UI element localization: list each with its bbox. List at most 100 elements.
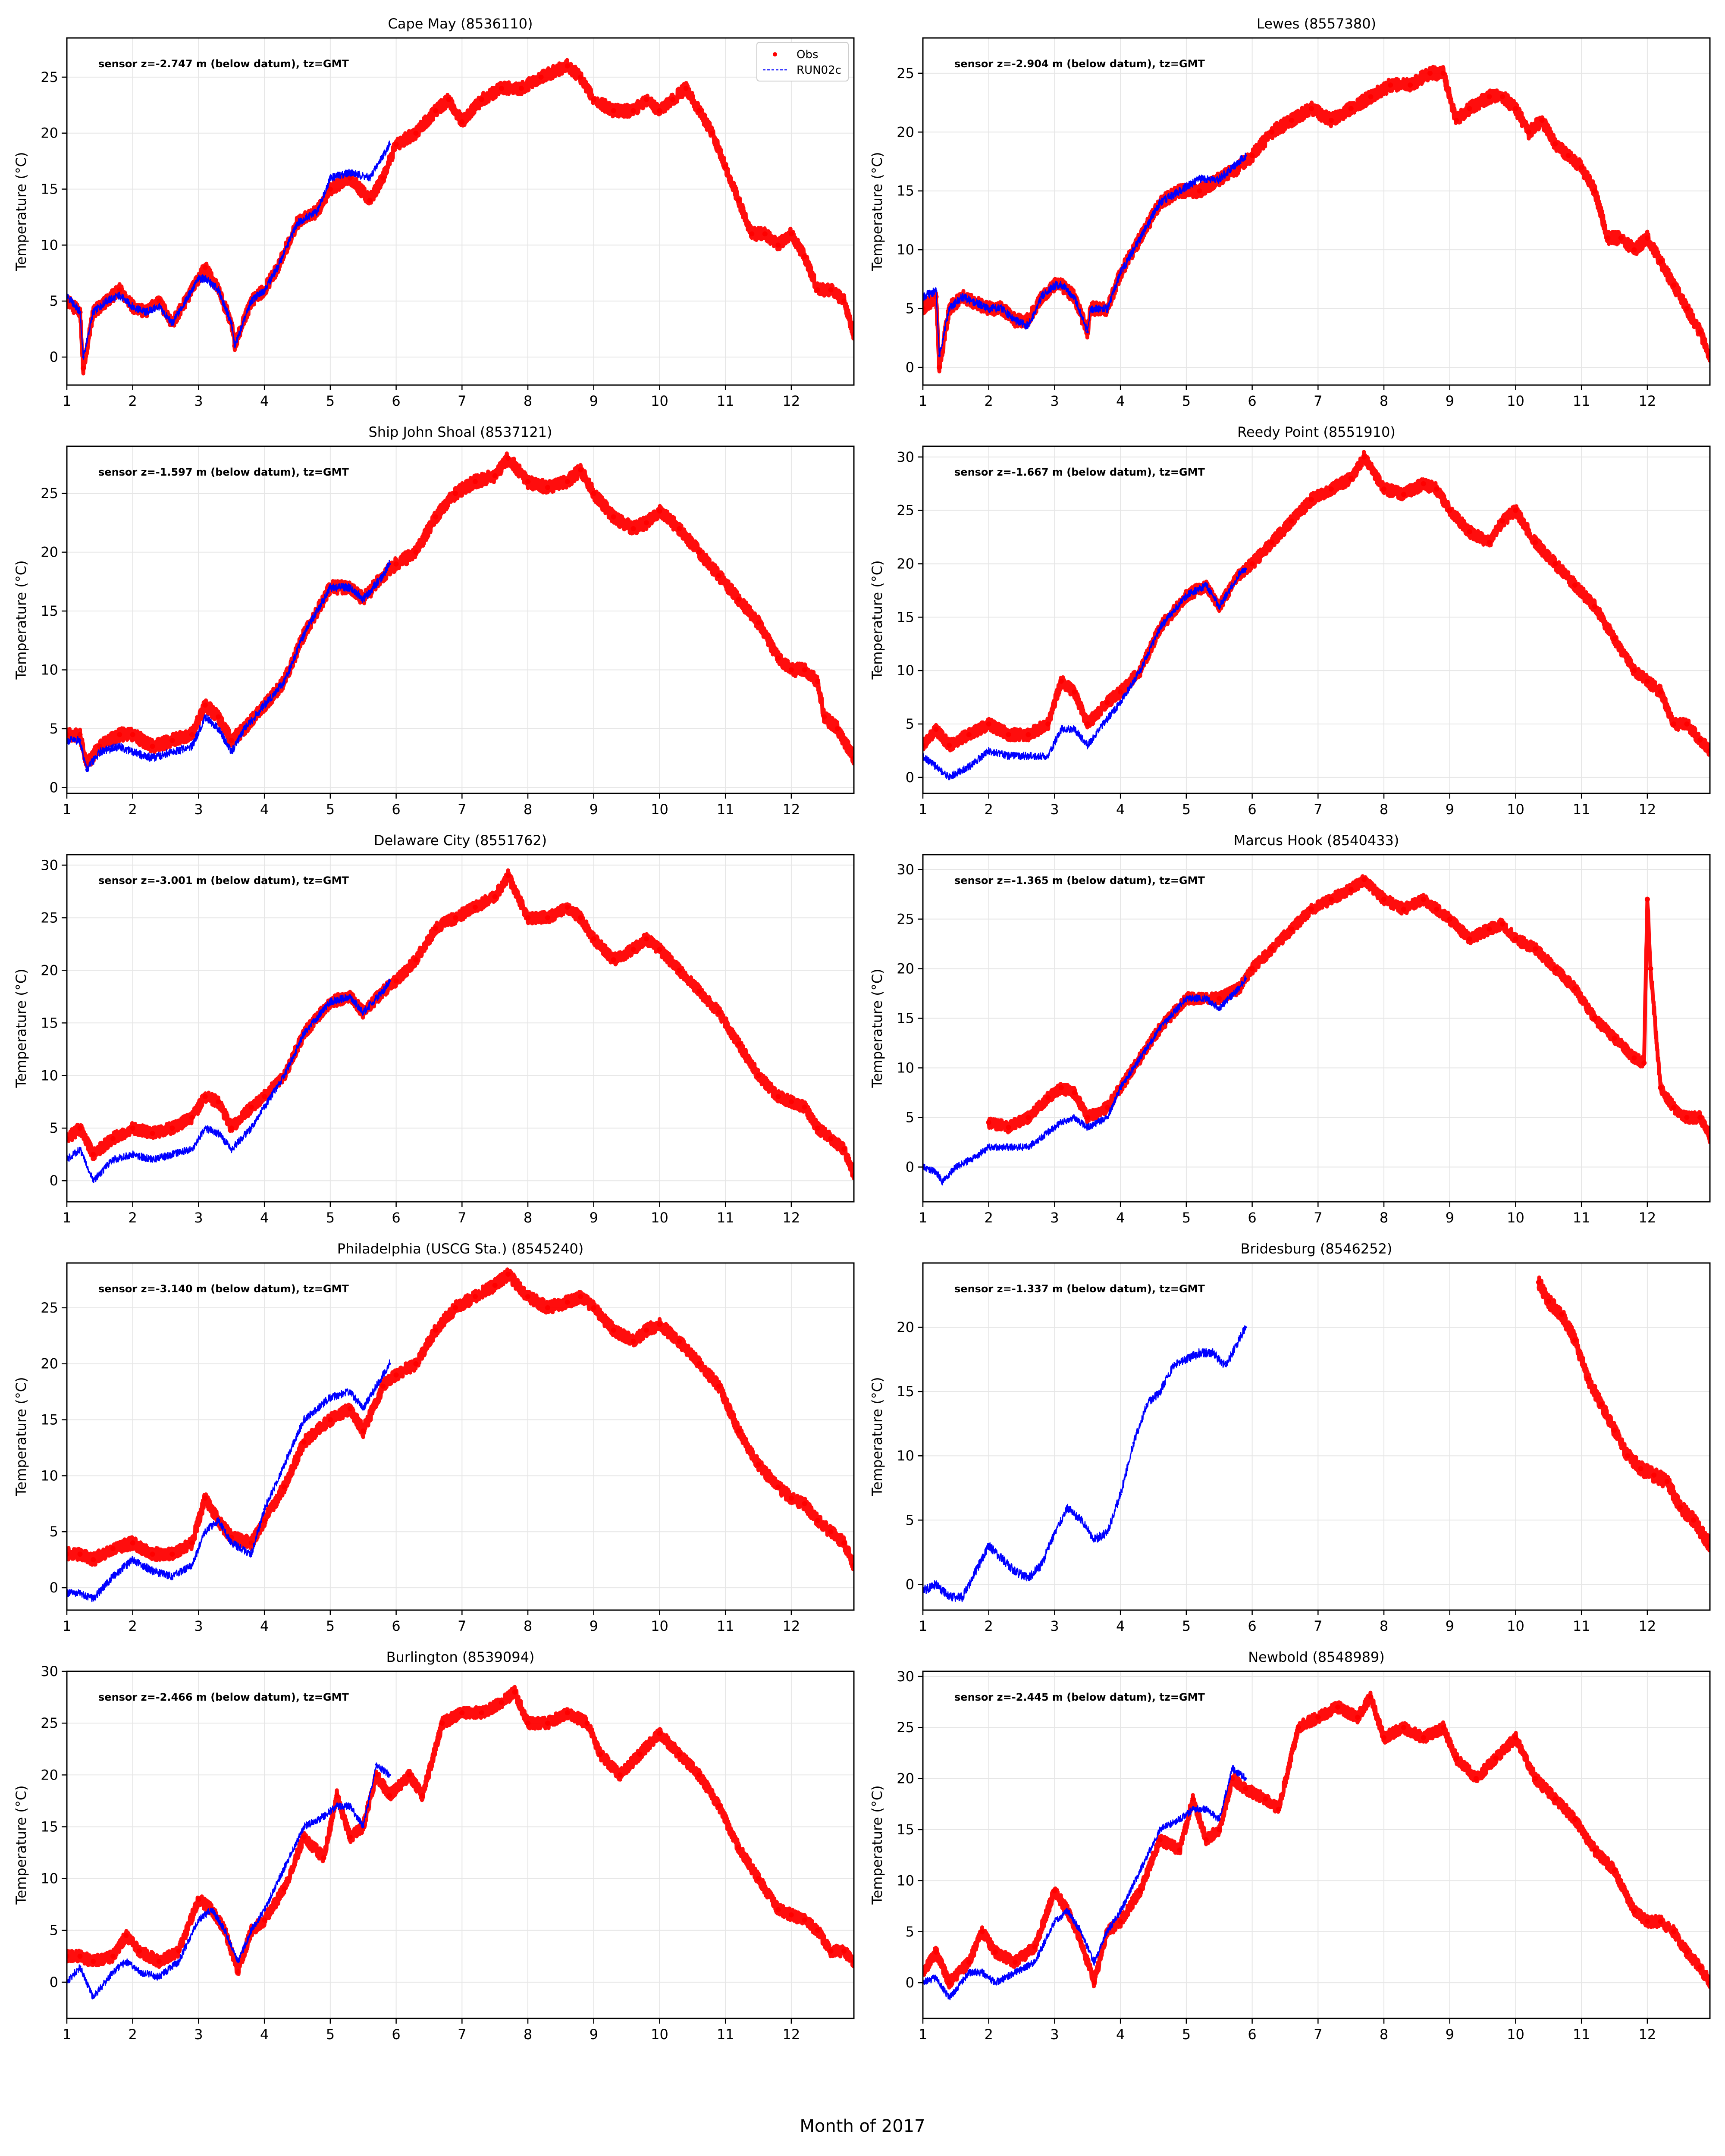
data-point-obs — [1045, 721, 1051, 727]
data-point-obs — [565, 63, 570, 69]
data-point-obs — [169, 1125, 175, 1131]
data-point-obs — [393, 561, 399, 567]
data-point-obs — [1533, 1776, 1538, 1781]
data-point-model — [368, 176, 371, 179]
data-point-obs — [1658, 689, 1663, 695]
data-point-obs — [77, 732, 83, 737]
data-point-model — [1218, 1818, 1221, 1821]
y-tick-label: 5 — [50, 1120, 58, 1136]
data-point-model — [974, 1156, 977, 1159]
x-tick-label: 9 — [590, 393, 598, 409]
y-tick-label: 25 — [897, 502, 914, 519]
data-point-model — [263, 288, 266, 291]
data-point-obs — [1421, 1735, 1426, 1740]
data-point-obs — [643, 1327, 649, 1333]
data-point-obs — [110, 1136, 116, 1141]
data-point-obs — [439, 1720, 445, 1726]
y-tick-label: 25 — [897, 65, 914, 81]
sensor-note: sensor z=-3.140 m (below datum), tz=GMT — [98, 1283, 349, 1295]
data-point-obs — [1651, 1472, 1657, 1478]
data-point-obs — [499, 1700, 504, 1705]
data-point-model — [204, 277, 207, 280]
data-point-model — [283, 680, 285, 683]
data-point-model — [125, 1960, 128, 1963]
x-tick-label: 7 — [458, 801, 466, 818]
sensor-note: sensor z=-2.466 m (below datum), tz=GMT — [98, 1691, 349, 1703]
x-tick-label: 4 — [1116, 1210, 1125, 1226]
panel-title: Delaware City (8551762) — [374, 832, 547, 849]
data-point-model — [92, 1179, 95, 1182]
data-point-obs — [828, 1529, 834, 1535]
data-point-model — [223, 1929, 226, 1932]
y-tick-label: 30 — [41, 1663, 58, 1680]
data-point-obs — [630, 108, 636, 113]
data-point-obs — [262, 1094, 267, 1100]
x-tick-label: 3 — [1050, 801, 1059, 818]
x-tick-label: 1 — [919, 1618, 927, 1634]
data-point-obs — [77, 1125, 83, 1131]
data-point-obs — [716, 1803, 721, 1809]
data-point-obs — [1454, 118, 1459, 123]
x-tick-label: 3 — [1050, 1210, 1059, 1226]
data-point-obs — [611, 108, 616, 113]
data-point-obs — [1641, 1060, 1647, 1065]
data-point-obs — [202, 702, 208, 708]
x-tick-label: 2 — [985, 2026, 993, 2043]
data-point-model — [1106, 717, 1109, 720]
data-point-obs — [262, 1518, 267, 1523]
data-point-obs — [630, 946, 636, 952]
data-point-obs — [1348, 887, 1354, 892]
data-point-obs — [1644, 1919, 1650, 1924]
data-point-model — [1093, 1961, 1096, 1964]
data-point-obs — [110, 1953, 116, 1959]
data-point-obs — [327, 186, 333, 192]
data-point-obs — [459, 1710, 465, 1716]
data-point-obs — [380, 175, 386, 181]
data-point-obs — [433, 108, 439, 113]
data-point-obs — [1697, 1115, 1703, 1120]
data-point-obs — [683, 85, 689, 91]
axes-frame — [922, 854, 1711, 1203]
axes-frame — [66, 854, 855, 1203]
sensor-note: sensor z=-1.365 m (below datum), tz=GMT — [954, 874, 1205, 887]
x-tick-label: 8 — [524, 2026, 532, 2043]
data-point-model — [131, 1558, 134, 1561]
data-point-obs — [334, 1793, 340, 1799]
data-point-obs — [565, 905, 570, 910]
data-point-obs — [156, 1959, 162, 1964]
data-point-obs — [822, 714, 827, 720]
data-point-obs — [802, 667, 807, 673]
data-point-obs — [802, 1104, 807, 1110]
data-point-obs — [169, 738, 175, 743]
data-point-obs — [1487, 926, 1492, 932]
data-point-model — [276, 266, 279, 269]
data-point-obs — [505, 455, 511, 461]
y-tick-label: 0 — [50, 1172, 58, 1189]
y-tick-label: 15 — [897, 1010, 914, 1027]
data-point-obs — [775, 1907, 781, 1912]
data-point-obs — [1697, 329, 1703, 335]
y-axis-label: Temperature (°C) — [869, 968, 885, 1088]
data-point-model — [1053, 284, 1056, 287]
series-obs-line — [67, 868, 854, 1180]
data-point-obs — [1487, 94, 1492, 100]
y-tick-label: 25 — [897, 1719, 914, 1736]
data-point-obs — [1381, 486, 1386, 492]
data-point-obs — [545, 485, 550, 490]
data-point-obs — [775, 1484, 781, 1490]
data-point-obs — [1638, 1466, 1643, 1471]
data-point-obs — [202, 1094, 208, 1100]
data-point-obs — [453, 491, 458, 496]
data-point-obs — [1085, 1115, 1090, 1120]
data-point-obs — [1612, 1427, 1617, 1433]
data-point-model — [1086, 1126, 1089, 1129]
data-point-obs — [1361, 454, 1367, 460]
data-point-model — [1158, 201, 1161, 204]
data-point-obs — [413, 1361, 419, 1366]
x-tick-label: 6 — [392, 1618, 400, 1634]
panel-title: Bridesburg (8546252) — [1241, 1241, 1393, 1257]
y-tick-label: 5 — [50, 1922, 58, 1939]
data-point-model — [322, 1815, 325, 1818]
data-point-obs — [1269, 129, 1275, 135]
data-point-obs — [1440, 1725, 1446, 1730]
